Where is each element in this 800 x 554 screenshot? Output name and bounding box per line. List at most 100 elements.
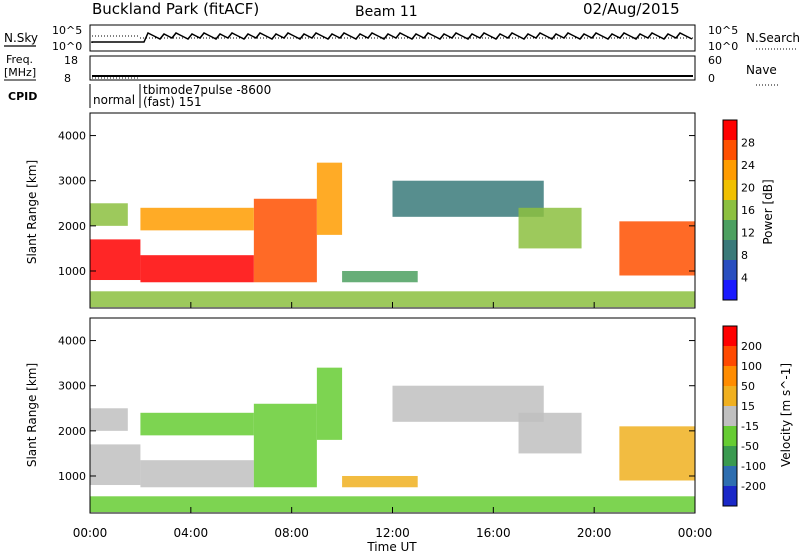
velocity-colorbar-swatch-5 [723,386,737,406]
velocity-ytick-label-3: 1000 [58,470,86,483]
velocity-region-2 [253,403,317,488]
noise-right-tick-top: 10^5 [708,24,738,37]
velocity-region-4 [140,412,254,436]
power-colorbar-tick-1: 24 [741,159,755,172]
cpid-panel: CPID normal tbimode7pulse -8600 (fast) 1… [8,83,271,109]
velocity-colorbar-swatch-1 [723,466,737,486]
power-ytick-label-0: 4000 [58,130,86,143]
power-region-3 [90,203,128,226]
freq-left-tick-bottom: 8 [64,72,71,85]
noise-trace [91,31,693,43]
power-colorbar-tick-4: 12 [741,227,755,240]
power-region-4 [140,207,254,231]
power-ytick-label-1: 3000 [58,175,86,188]
time-tick-label-1: 04:00 [174,526,209,540]
cpid-segment-mode: tbimode7pulse -8600 [143,83,271,97]
power-colorbar-swatch-7 [723,140,737,160]
time-tick-label-6: 00:00 [678,526,713,540]
cpid-segment-normal: normal [93,93,135,107]
velocity-colorbar: 200 100 50 15 -15 -50 -100 -200 [722,325,766,507]
power-colorbar-label: Power [dB] [761,179,775,244]
time-tick-label-3: 12:00 [375,526,410,540]
power-colorbar-swatch-6 [723,160,737,180]
power-colorbar-swatch-1 [723,260,737,280]
power-colorbar-swatch-4 [723,200,737,220]
freq-left-tick-top: 18 [64,54,78,67]
power-ytick-label-3: 1000 [58,265,86,278]
velocity-colorbar-swatch-7 [723,346,737,366]
cpid-label: CPID [8,90,37,103]
noise-left-tick-bottom: 10^0 [52,40,82,53]
noise-left-tick-top: 10^5 [52,24,82,37]
power-region-1 [140,255,254,283]
time-tick-label-2: 08:00 [274,526,309,540]
nave-label: Nave [746,63,777,77]
noise-search-line [92,35,693,39]
power-colorbar-tick-5: 8 [741,249,748,262]
velocity-colorbar-tick-7: -200 [741,480,766,493]
velocity-colorbar-swatch-2 [723,446,737,466]
velocity-colorbar-tick-6: -100 [741,460,766,473]
velocity-heatmap [90,367,695,513]
velocity-colorbar-tick-2: 50 [741,380,755,393]
time-axis: 00:00 04:00 08:00 12:00 16:00 20:00 00:00 [73,302,713,540]
power-region-6 [342,270,418,283]
power-region-8 [518,207,582,249]
velocity-colorbar-swatch-0 [723,486,737,506]
noise-right-label: N.Search [746,31,800,45]
power-colorbar-tick-3: 16 [741,204,755,217]
velocity-ytick-label-0: 4000 [58,335,86,348]
freq-label: Freq. [6,53,33,66]
velocity-ytick-label-1: 3000 [58,380,86,393]
time-axis-label: Time UT [366,540,417,554]
time-tick-label-0: 00:00 [73,526,108,540]
site-title: Buckland Park (fitACF) [92,0,259,18]
velocity-colorbar-label: Velocity [m s^-1] [779,363,793,467]
velocity-ytick-label-2: 2000 [58,425,86,438]
velocity-colorbar-tick-0: 200 [741,340,762,353]
velocity-colorbar-tick-5: -50 [741,440,759,453]
velocity-colorbar-swatch-4 [723,406,737,426]
velocity-panel: 4000 3000 2000 1000 Slant Range [km] 200 100… [25,317,793,514]
velocity-region-5 [316,367,343,440]
velocity-region-3 [90,408,128,431]
power-colorbar-swatch-2 [723,240,737,260]
power-ytick-label-2: 2000 [58,220,86,233]
date-title: 02/Aug/2015 [583,0,680,18]
power-region-2 [253,198,317,283]
noise-right-tick-bottom: 10^0 [708,40,738,53]
power-region-5 [316,162,343,235]
time-tick-label-4: 16:00 [476,526,511,540]
power-colorbar-swatch-8 [723,120,737,140]
velocity-region-6 [342,475,418,488]
velocity-region-9 [619,426,695,481]
noise-left-label: N.Sky [4,31,38,45]
power-region-9 [619,221,695,276]
beam-title: Beam 11 [355,4,418,20]
power-region-10 [90,291,695,308]
power-heatmap [90,162,695,308]
velocity-colorbar-tick-3: 15 [741,400,755,413]
noise-panel: N.Sky 10^5 10^0 10^5 10^0 N.Search [4,24,800,53]
power-colorbar-swatch-0 [723,280,737,300]
power-ylabel: Slant Range [km] [25,160,39,264]
power-colorbar-swatch-5 [723,180,737,200]
power-region-0 [90,239,141,281]
velocity-ylabel: Slant Range [km] [25,363,39,467]
velocity-colorbar-swatch-6 [723,366,737,386]
power-colorbar-tick-2: 20 [741,182,755,195]
power-colorbar-swatch-3 [723,220,737,240]
velocity-region-8 [518,412,582,454]
power-colorbar-tick-0: 28 [741,137,755,150]
velocity-region-0 [90,444,141,486]
power-colorbar: 28 24 20 16 12 8 4 [722,119,755,301]
velocity-colorbar-tick-1: 100 [741,360,762,373]
freq-right-tick-top: 60 [708,54,722,67]
freq-unit: [MHz] [4,66,36,79]
freq-right-tick-bottom: 0 [708,72,715,85]
velocity-colorbar-tick-4: -15 [741,420,759,433]
frequency-panel: Freq. [MHz] 18 8 60 0 Nave [4,53,780,86]
cpid-segment-fast: (fast) 151 [143,95,202,109]
velocity-region-10 [90,496,695,513]
